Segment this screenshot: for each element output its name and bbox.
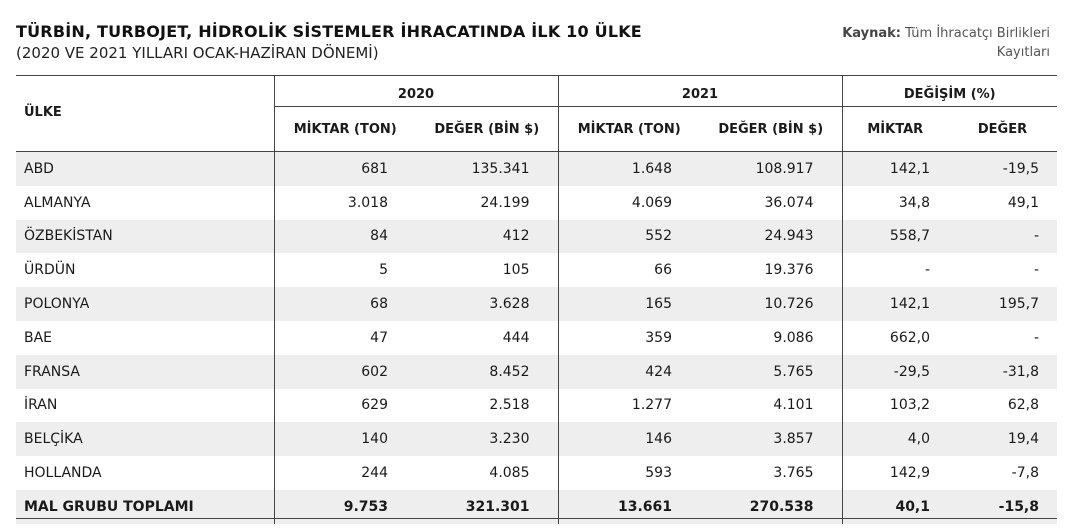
cell-miktar-2020: 5: [273, 253, 416, 288]
cell-change-deger: -: [948, 253, 1057, 288]
cell-change-miktar: 142,1: [841, 151, 948, 186]
cell-country: İRAN: [16, 388, 274, 423]
cell-change-deger: -: [948, 320, 1057, 355]
header-change-miktar: MİKTAR: [841, 106, 948, 152]
source-note: Kaynak: Tüm İhracatçı Birlikleri Kayıtla…: [830, 24, 1050, 62]
table-row: HOLLANDA 244 4.085 593 3.765 142,9 -7,8: [16, 456, 1057, 490]
cell-miktar-2020: 140: [273, 422, 416, 457]
table-row: ALMANYA 3.018 24.199 4.069 36.074 34,8 49,1: [16, 185, 1057, 220]
cell-miktar-2021: 424: [557, 354, 700, 389]
cell-deger-2021: 10.726: [700, 287, 842, 321]
cell-change-deger: 49,1: [948, 185, 1057, 220]
cell-miktar-2020: 47: [273, 320, 416, 355]
cell-change-deger: -31,8: [948, 354, 1057, 389]
cell-change-miktar: 142,1: [841, 287, 948, 321]
cell-change-deger: -19,5: [948, 151, 1057, 186]
cell-miktar-2021: 66: [557, 253, 700, 288]
cell-deger-2021: 3.765: [700, 456, 842, 490]
cell-deger-2021: 36.074: [700, 185, 842, 220]
cell-deger-2021: 108.917: [700, 151, 842, 186]
cell-miktar-2021: 4.069: [557, 185, 700, 220]
header-country: ÜLKE: [24, 105, 62, 120]
header-deger-2021: DEĞER (BİN $): [718, 121, 824, 137]
cell-deger-2020: 412: [416, 219, 558, 254]
cell-country: ALMANYA: [16, 185, 274, 220]
cell-country: FRANSA: [16, 354, 274, 389]
cell-change-miktar: -29,5: [841, 354, 948, 389]
cell-country: HOLLANDA: [16, 456, 274, 490]
table-row: FRANSA 602 8.452 424 5.765 -29,5 -31,8: [16, 354, 1057, 389]
page-title: TÜRBİN, TURBOJET, HİDROLİK SİSTEMLER İHR…: [16, 22, 642, 41]
header-change: DEĞİŞİM (%): [841, 75, 1057, 107]
header-miktar-2020: MİKTAR (TON): [273, 106, 416, 152]
cell-miktar-2020: 602: [273, 354, 416, 389]
header-2021: 2021: [557, 75, 842, 107]
cell-deger-2020: 24.199: [416, 185, 558, 220]
cell-miktar-2021: 146: [557, 422, 700, 457]
cell-change-miktar: 558,7: [841, 219, 948, 254]
cell-change-deger: -: [948, 219, 1057, 254]
cell-deger-2021: 24.943: [700, 219, 842, 254]
cell-change-miktar: 103,2: [841, 388, 948, 423]
cell-change-deger: 195,7: [948, 287, 1057, 321]
cell-change-miktar: -: [841, 253, 948, 288]
header-2020: 2020: [273, 75, 558, 107]
cell-country: BAE: [16, 320, 274, 355]
cell-deger-2020: 3.230: [416, 422, 558, 457]
cell-change-miktar: 34,8: [841, 185, 948, 220]
cell-deger-2020: 8.452: [416, 354, 558, 389]
cell-miktar-2020: 84: [273, 219, 416, 254]
cell-miktar-2021: 359: [557, 320, 700, 355]
cell-deger-2020: 3.628: [416, 287, 558, 321]
cell-deger-2021: 3.857: [700, 422, 842, 457]
source-label: Kaynak:: [842, 26, 901, 41]
cell-change-deger: -7,8: [948, 456, 1057, 490]
cell-country: ÜRDÜN: [16, 253, 274, 288]
table-row: ÖZBEKİSTAN 84 412 552 24.943 558,7-: [16, 219, 1057, 254]
cell-miktar-2021: 1.648: [557, 151, 700, 186]
cell-deger-2020: 444: [416, 320, 558, 355]
cell-change-deger: 19,4: [948, 422, 1057, 457]
cell-deger-2020: 105: [416, 253, 558, 288]
cell-country: BELÇİKA: [16, 422, 274, 457]
cell-deger-2021: 19.376: [700, 253, 842, 288]
cell-change-deger: 62,8: [948, 388, 1057, 423]
header-miktar-2021: MİKTAR (TON): [557, 106, 700, 152]
cell-deger-2020: 2.518: [416, 388, 558, 423]
source-text: Tüm İhracatçı Birlikleri Kayıtları: [905, 26, 1050, 60]
cell-change-miktar: 142,9: [841, 456, 948, 490]
header-change-deger: DEĞER: [977, 121, 1028, 137]
cell-deger-2021: 4.101: [700, 388, 842, 423]
table-row: BELÇİKA 140 3.230 146 3.857 4,0 19,4: [16, 422, 1057, 457]
table-row: POLONYA 68 3.628 165 10.726 142,1 195,7: [16, 287, 1057, 321]
cell-miktar-2020: 244: [273, 456, 416, 490]
cell-deger-2020: 4.085: [416, 456, 558, 490]
cell-country: ABD: [16, 151, 274, 186]
cell-miktar-2021: 593: [557, 456, 700, 490]
cell-country: POLONYA: [16, 287, 274, 321]
page-subtitle: (2020 VE 2021 YILLARI OCAK-HAZİRAN DÖNEM…: [16, 44, 379, 62]
table-row: ÜRDÜN 5 105 66 19.376- -: [16, 253, 1057, 288]
table-body: ABD 681 135.341 1.648 108.917 142,1 -19,5 ALMAN…: [16, 151, 1057, 524]
table-row: BAE 47 444 359 9.086 662,0-: [16, 320, 1057, 355]
cell-deger-2021: 9.086: [700, 320, 842, 355]
cell-miktar-2020: 68: [273, 287, 416, 321]
cell-deger-2020: 135.341: [416, 151, 558, 186]
export-table: ÜLKE 2020 2021 DEĞİŞİM (%) MİKTAR (TON) …: [16, 75, 1057, 524]
table-row: İRAN 629 2.518 1.277 4.101 103,2 62,8: [16, 388, 1057, 423]
cell-miktar-2020: 3.018: [273, 185, 416, 220]
table-bottom-rule: [16, 518, 1057, 519]
cell-miktar-2020: 681: [273, 151, 416, 186]
cell-country: ÖZBEKİSTAN: [16, 219, 274, 254]
cell-change-miktar: 662,0: [841, 320, 948, 355]
cell-change-miktar: 4,0: [841, 422, 948, 457]
cell-miktar-2020: 629: [273, 388, 416, 423]
cell-miktar-2021: 552: [557, 219, 700, 254]
cell-miktar-2021: 1.277: [557, 388, 700, 423]
header-deger-2020: DEĞER (BİN $): [434, 121, 540, 137]
cell-deger-2021: 5.765: [700, 354, 842, 389]
table-row: ABD 681 135.341 1.648 108.917 142,1 -19,5: [16, 151, 1057, 186]
cell-miktar-2021: 165: [557, 287, 700, 321]
